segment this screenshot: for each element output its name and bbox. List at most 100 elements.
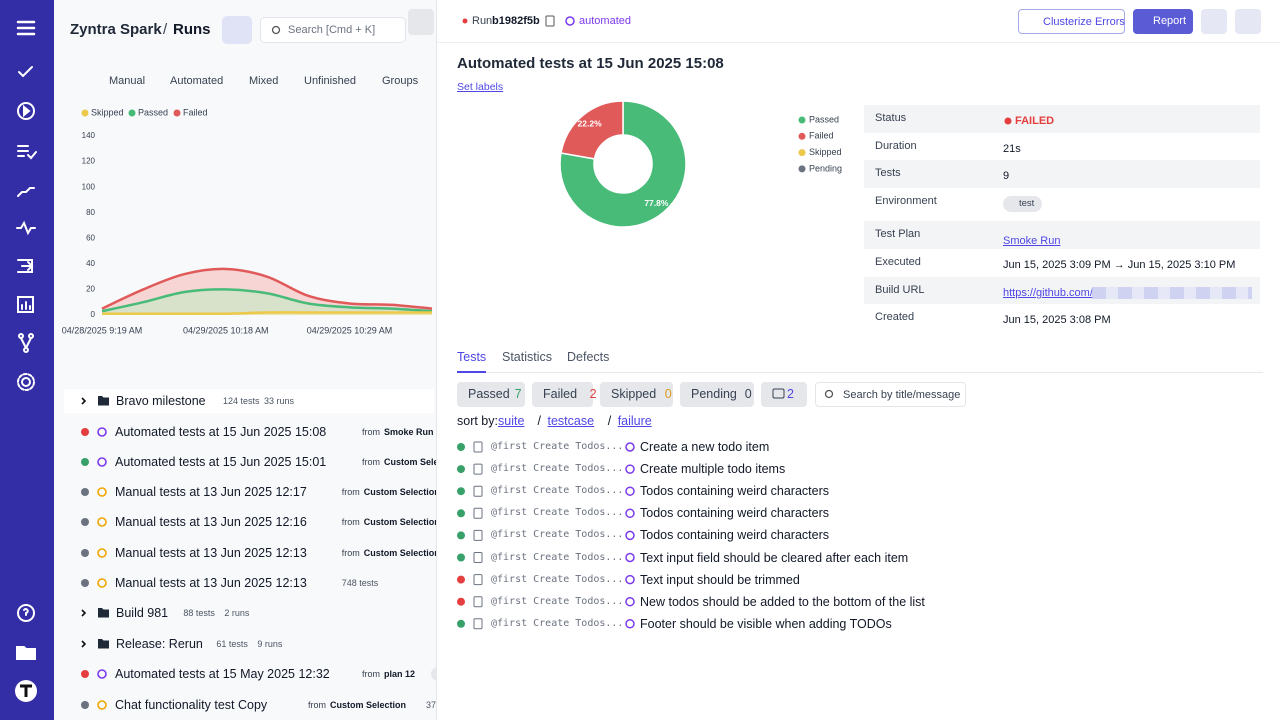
- run-source: Custom Selection: [364, 514, 437, 530]
- tabs-divider: [457, 372, 1263, 373]
- detail-value[interactable]: https://github.com/: [1003, 285, 1093, 301]
- test-status: [457, 531, 465, 539]
- test-search[interactable]: Search by title/message: [815, 382, 966, 407]
- close-left[interactable]: [408, 9, 434, 35]
- sort-option[interactable]: failure: [618, 413, 652, 429]
- detail-value: Jun 15, 2025 3:08 PM: [1003, 312, 1111, 328]
- sort-separator: /: [608, 413, 611, 429]
- detail-label: Environment: [875, 193, 937, 209]
- sort-option[interactable]: suite: [498, 413, 524, 429]
- legend-swatch: [799, 133, 806, 140]
- detail-tab[interactable]: Defects: [567, 349, 609, 365]
- run-source: Custom Selection: [364, 484, 437, 500]
- test-title[interactable]: Footer should be visible when adding TOD…: [640, 616, 892, 632]
- test-title[interactable]: Todos containing weird characters: [640, 505, 829, 521]
- search-box[interactable]: Search [Cmd + K]: [260, 17, 406, 43]
- run-name[interactable]: Chat functionality test Copy: [115, 697, 267, 713]
- run-tab[interactable]: Mixed: [249, 73, 278, 89]
- group-tests: 124 tests: [223, 393, 260, 409]
- group-name[interactable]: Bravo milestone: [116, 393, 206, 409]
- filter-chip[interactable]: Failed2: [532, 382, 593, 407]
- test-title[interactable]: Text input should be trimmed: [640, 572, 800, 588]
- filter-chip[interactable]: Pending 0: [680, 382, 754, 407]
- run-name[interactable]: Manual tests at 13 Jun 2025 12:16: [115, 514, 307, 530]
- detail-value[interactable]: Smoke Run: [1003, 233, 1060, 249]
- clusterize-button[interactable]: Clusterize Errors: [1018, 9, 1125, 34]
- report-label: Report: [1153, 13, 1186, 29]
- legend-label: Failed: [809, 131, 834, 141]
- from-word: from: [362, 666, 380, 682]
- detail-tab[interactable]: Statistics: [502, 349, 552, 365]
- header-divider: [437, 42, 1280, 43]
- test-status: [457, 576, 465, 584]
- legend-swatch: [799, 165, 806, 172]
- pie-slice: [560, 101, 686, 227]
- run-name[interactable]: Automated tests at 15 Jun 2025 15:08: [115, 424, 326, 440]
- run-tab[interactable]: Automated: [170, 73, 223, 89]
- run-name[interactable]: Manual tests at 13 Jun 2025 12:13: [115, 575, 307, 591]
- test-suite: @first Create Todos...: [491, 527, 623, 543]
- redacted-url: [1092, 287, 1252, 299]
- run-name[interactable]: Manual tests at 13 Jun 2025 12:13: [115, 545, 307, 561]
- sort-option[interactable]: testcase: [548, 413, 595, 429]
- detail-tab[interactable]: Tests: [457, 349, 486, 365]
- run-name[interactable]: Automated tests at 15 May 2025 12:32: [115, 666, 330, 682]
- run-source: plan 12: [384, 666, 415, 682]
- detail-label: Created: [875, 309, 914, 325]
- run-source: Custom Selection: [384, 454, 437, 470]
- group-name[interactable]: Release: Rerun: [116, 636, 203, 652]
- legend-swatch: [799, 149, 806, 156]
- pie-label: 22.2%: [578, 118, 603, 128]
- test-type-icon: [626, 487, 634, 495]
- detail-row-bg: [864, 160, 1260, 188]
- copy-icon: [546, 16, 554, 26]
- run-tab[interactable]: Manual: [109, 73, 145, 89]
- breadcrumb-separator: /: [163, 22, 167, 38]
- test-title[interactable]: Todos containing weird characters: [640, 527, 829, 543]
- close-run[interactable]: [1235, 9, 1261, 34]
- more-button[interactable]: [1201, 9, 1227, 34]
- test-type-icon: [626, 620, 634, 628]
- run-type-icon: [566, 17, 574, 25]
- comments-count: 2: [787, 386, 794, 402]
- set-labels[interactable]: Set labels: [457, 79, 503, 95]
- run-source: Custom Selection: [364, 545, 437, 561]
- test-type-icon: [626, 465, 634, 473]
- group-tests: 61 tests: [216, 636, 248, 652]
- test-title[interactable]: Todos containing weird characters: [640, 483, 829, 499]
- filter-chip[interactable]: Passed7: [457, 382, 525, 407]
- run-name[interactable]: Manual tests at 13 Jun 2025 12:17: [115, 484, 307, 500]
- test-type-icon: [626, 554, 634, 562]
- test-suite: @first Create Todos...: [491, 439, 623, 455]
- test-title[interactable]: Create multiple todo items: [640, 461, 785, 477]
- test-title[interactable]: Create a new todo item: [640, 439, 769, 455]
- comments-chip[interactable]: 2: [761, 382, 807, 407]
- filter-button[interactable]: [222, 16, 252, 44]
- run-name[interactable]: Automated tests at 15 Jun 2025 15:01: [115, 454, 326, 470]
- filter-count: 0: [745, 386, 752, 402]
- filter-count: 7: [515, 386, 522, 402]
- filter-chip[interactable]: Skipped0: [600, 382, 673, 407]
- run-word: Run: [472, 13, 492, 29]
- env-tag: test: [431, 667, 438, 681]
- test-suite: @first Create Todos...: [491, 461, 623, 477]
- run-title: Automated tests at 15 Jun 2025 15:08: [457, 56, 724, 72]
- test-status: [457, 487, 465, 495]
- group-runs: 33 runs: [264, 393, 294, 409]
- sort-label: sort by:: [457, 413, 498, 429]
- group-name[interactable]: Build 981: [116, 605, 168, 621]
- from-word: from: [362, 454, 380, 470]
- detail-label: Test Plan: [875, 226, 920, 242]
- test-title[interactable]: New todos should be added to the bottom …: [640, 594, 925, 610]
- report-button[interactable]: Report: [1133, 9, 1193, 34]
- test-status: [457, 465, 465, 473]
- run-tab[interactable]: Groups: [382, 73, 418, 89]
- pie-label: 77.8%: [644, 198, 669, 208]
- test-suite: @first Create Todos...: [491, 505, 623, 521]
- run-type: automated: [579, 13, 631, 29]
- run-tab[interactable]: Unfinished: [304, 73, 356, 89]
- filter-label: Pending: [691, 386, 737, 402]
- left-panel: Zyntra Spark/RunsSearch [Cmd + K]ManualA…: [54, 0, 437, 720]
- test-title[interactable]: Text input field should be cleared after…: [640, 550, 908, 566]
